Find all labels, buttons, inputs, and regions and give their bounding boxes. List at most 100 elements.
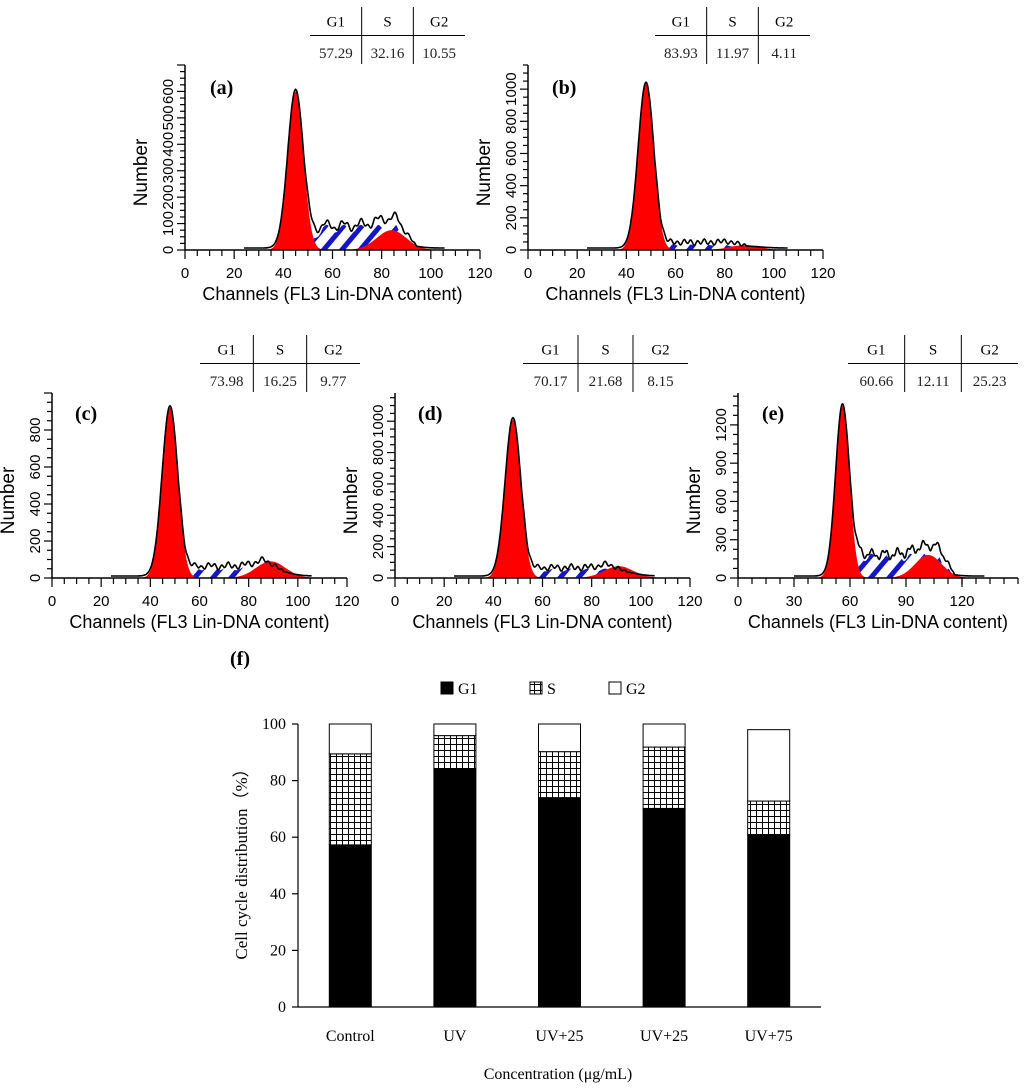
histogram-panel-a: G1 S G2 57.29 32.16 10.55 (a) 0 20 40 60 80 100 120 0 1… — [131, 7, 493, 304]
y-tick-label: 300 — [713, 527, 730, 552]
y-tick-label: 600 — [713, 489, 730, 514]
table-value-s: 32.16 — [371, 46, 405, 62]
bar-segment-g1 — [642, 807, 686, 1008]
phase-table: G1 S G2 73.98 16.25 9.77 — [200, 335, 360, 392]
g1-phase-area — [794, 405, 985, 578]
x-axis-title: Channels (FL3 Lin-DNA content) — [202, 284, 462, 304]
panel-label: (b) — [552, 77, 576, 99]
legend-item-s: S — [529, 681, 556, 698]
table-value-g2: 9.77 — [320, 374, 347, 390]
table-header-s: S — [383, 15, 391, 31]
legend-item-g1: G1 — [440, 681, 478, 698]
y-tick-label: 0 — [370, 574, 387, 582]
bar-segment-g2 — [642, 723, 686, 748]
x-tick-label: 80 — [716, 265, 733, 282]
panel-label: (a) — [210, 77, 233, 99]
y-tick-label: 800 — [27, 417, 44, 442]
y-tick-label: 1000 — [503, 72, 520, 105]
panel-label: (d) — [418, 403, 442, 425]
bar-category-label: Control — [326, 1028, 375, 1045]
bar-segment-s — [433, 735, 477, 770]
table-header-g2: G2 — [430, 15, 448, 31]
y-tick-label: 1200 — [713, 408, 730, 441]
y-tick-label: 400 — [370, 503, 387, 528]
bar-segment-s — [642, 746, 686, 809]
x-tick-label: 60 — [324, 265, 341, 282]
bar-segment-s — [538, 751, 581, 799]
g1-phase-area — [587, 84, 788, 250]
g2-phase-area — [587, 245, 788, 250]
table-value-g2: 10.55 — [422, 46, 456, 62]
table-value-g2: 25.23 — [973, 374, 1007, 390]
bar-y-axis-title: Cell cycle distribution（%） — [232, 760, 251, 959]
bar-segment-g1 — [328, 844, 372, 1008]
x-tick-label: 20 — [436, 593, 453, 610]
histogram-outline — [111, 404, 312, 577]
table-value-g2: 4.11 — [771, 46, 797, 62]
bar-segment-g2 — [433, 723, 477, 737]
x-tick-label: 0 — [181, 265, 189, 282]
bar-group-3: UV+25 — [535, 723, 584, 1045]
bar-segment-g1 — [433, 768, 477, 1008]
y-tick-label: 0 — [503, 246, 520, 254]
x-axis-title: Channels (FL3 Lin-DNA content) — [412, 612, 672, 632]
x-tick-label: 120 — [949, 593, 974, 610]
panel-label-f: (f) — [230, 648, 250, 670]
table-header-g2: G2 — [775, 15, 793, 31]
x-tick-label: 120 — [467, 265, 492, 282]
x-tick-label: 40 — [618, 265, 635, 282]
x-axis-title: Channels (FL3 Lin-DNA content) — [748, 612, 1008, 632]
bar-y-tick-label: 100 — [262, 716, 286, 733]
y-axis-title: Number — [131, 138, 152, 206]
table-header-g1: G1 — [672, 15, 690, 31]
phase-table: G1 S G2 70.17 21.68 8.15 — [523, 335, 688, 392]
panel-label: (c) — [75, 403, 97, 425]
y-tick-label: 800 — [370, 440, 387, 465]
y-axis-title: Number — [341, 466, 362, 534]
legend-item-g2: G2 — [608, 681, 646, 698]
x-tick-label: 30 — [786, 593, 803, 610]
x-tick-label: 40 — [485, 593, 502, 610]
y-tick-label: 100 — [160, 211, 177, 236]
table-value-g1: 83.93 — [664, 46, 698, 62]
x-tick-label: 120 — [677, 593, 702, 610]
bar-segment-s — [328, 753, 372, 846]
histogram-panel-b: G1 S G2 83.93 11.97 4.11 (b) 0 20 40 60 80 100 120 0 20… — [474, 7, 836, 304]
bar-y-tick-label: 20 — [270, 942, 286, 959]
phase-table: G1 S G2 83.93 11.97 4.11 — [655, 7, 810, 64]
x-tick-label: 0 — [391, 593, 399, 610]
table-header-s: S — [728, 15, 736, 31]
bar-group-2: UV — [433, 723, 477, 1045]
x-tick-label: 120 — [334, 593, 359, 610]
legend-label: G2 — [626, 681, 646, 698]
table-header-g2: G2 — [651, 343, 669, 359]
table-header-g1: G1 — [327, 15, 345, 31]
phase-table: G1 S G2 57.29 32.16 10.55 — [310, 7, 465, 64]
x-tick-label: 60 — [667, 265, 684, 282]
table-header-g1: G1 — [867, 343, 885, 359]
y-tick-label: 200 — [370, 534, 387, 559]
y-tick-label: 600 — [27, 454, 44, 479]
bar-y-tick-label: 0 — [278, 999, 286, 1016]
bar-segment-s — [747, 800, 791, 836]
x-tick-label: 40 — [142, 593, 159, 610]
y-tick-label: 200 — [160, 185, 177, 210]
g2-phase-area — [244, 230, 445, 250]
bar-x-axis-title: Concentration (μg/mL) — [484, 1066, 633, 1083]
table-header-s: S — [929, 343, 937, 359]
x-tick-label: 100 — [761, 265, 786, 282]
g2-phase-area — [794, 555, 985, 578]
g1-phase-area — [244, 91, 445, 251]
table-value-g1: 57.29 — [319, 46, 353, 62]
stacked-bar-chart: (f) G1 S G2 0 20 40 60 80 100 Control UV UV+25 UV+25 U… — [230, 648, 821, 1083]
table-value-s: 16.25 — [263, 374, 297, 390]
y-tick-label: 800 — [503, 109, 520, 134]
y-tick-label: 200 — [27, 528, 44, 553]
y-tick-label: 400 — [27, 491, 44, 516]
g1-phase-area — [111, 407, 312, 578]
y-tick-label: 0 — [713, 574, 730, 582]
x-tick-label: 80 — [583, 593, 600, 610]
